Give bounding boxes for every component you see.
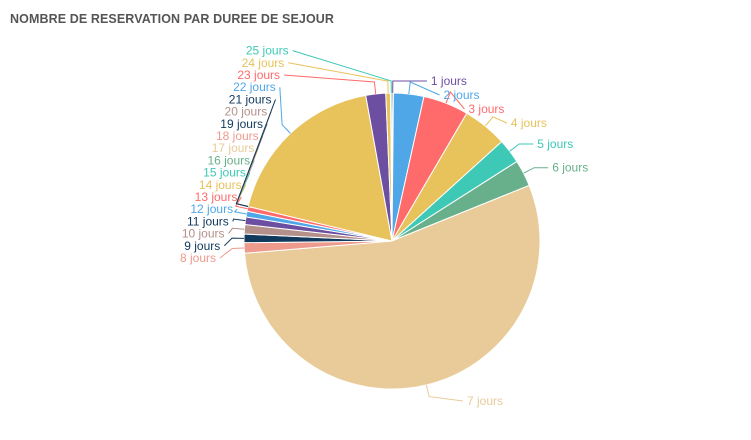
leader-line-23-jours <box>283 74 377 94</box>
leader-line-21-jours <box>235 99 276 207</box>
leader-line-22-jours <box>279 87 291 134</box>
chart-title: NOMBRE DE RESERVATION PAR DUREE DE SEJOU… <box>10 12 335 26</box>
pie-slices <box>243 92 541 390</box>
leader-line-7-jours <box>425 384 464 402</box>
slice-label-11-jours: 11 jours <box>187 214 229 228</box>
slice-label-23-jours: 23 jours <box>237 68 280 82</box>
leader-line-11-jours <box>232 218 246 222</box>
pie-slice-25-jours[interactable] <box>390 92 393 242</box>
leader-line-8-jours <box>219 247 245 259</box>
leader-line-4-jours <box>484 116 508 127</box>
slice-label-14-jours: 14 jours <box>199 178 242 192</box>
leader-line-3-jours <box>445 91 465 110</box>
slice-label-5-jours: 5 jours <box>537 137 573 151</box>
pie-slice-7-jours[interactable] <box>243 184 541 390</box>
leader-line-24-jours <box>288 62 389 94</box>
slice-label-20-jours: 20 jours <box>225 105 268 119</box>
slice-label-1-jours: 1 jours <box>431 74 467 88</box>
slice-label-16-jours: 16 jours <box>207 153 250 167</box>
slice-label-8-jours: 8 jours <box>180 251 216 265</box>
slice-label-2-jours: 2 jours <box>444 88 480 102</box>
slice-label-19-jours: 19 jours <box>220 117 263 131</box>
leader-line-2-jours <box>408 81 440 96</box>
slice-label-25-jours: 25 jours <box>246 44 289 58</box>
slice-label-18-jours: 18 jours <box>216 129 259 143</box>
slice-label-15-jours: 15 jours <box>203 166 246 180</box>
leader-line-9-jours <box>223 237 245 247</box>
leader-line-1-jours <box>392 80 427 94</box>
slice-label-7-jours: 7 jours <box>467 394 503 408</box>
slice-label-10-jours: 10 jours <box>182 227 225 241</box>
slice-label-21-jours: 21 jours <box>229 92 272 106</box>
leader-line-10-jours <box>228 227 245 234</box>
slice-label-3-jours: 3 jours <box>468 102 504 116</box>
leader-line-5-jours <box>509 143 534 152</box>
slice-label-12-jours: 12 jours <box>190 202 233 216</box>
slice-label-22-jours: 22 jours <box>233 80 276 94</box>
pie-leader-lines <box>219 50 549 402</box>
leader-line-13-jours <box>235 196 248 210</box>
pie-slice-22-jours[interactable] <box>247 94 393 242</box>
leader-line-25-jours <box>292 50 392 94</box>
slice-label-4-jours: 4 jours <box>511 116 547 130</box>
slice-label-9-jours: 9 jours <box>184 239 220 253</box>
slice-label-17-jours: 17 jours <box>212 141 255 155</box>
slice-label-6-jours: 6 jours <box>552 161 588 175</box>
slice-label-13-jours: 13 jours <box>195 190 238 204</box>
leader-line-12-jours <box>233 208 247 215</box>
leader-line-6-jours <box>523 167 549 174</box>
slice-label-24-jours: 24 jours <box>242 56 285 70</box>
